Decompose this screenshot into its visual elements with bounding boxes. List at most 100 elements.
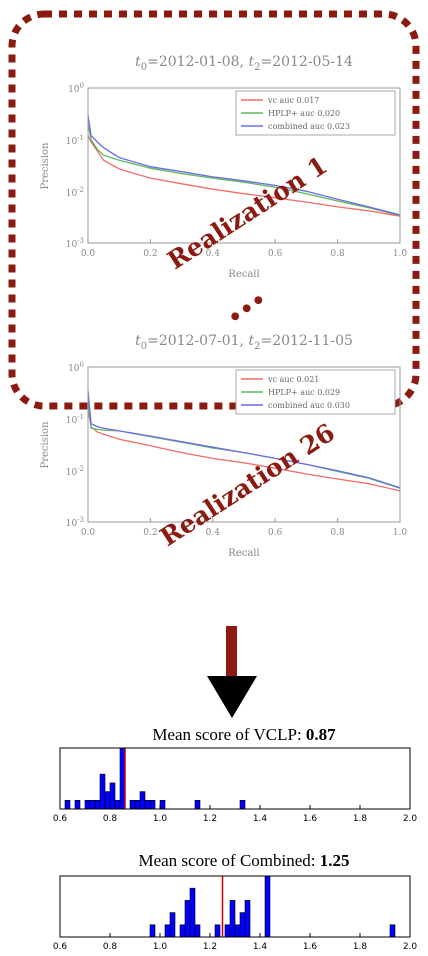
histogram-bar	[234, 924, 241, 938]
histogram-bar	[99, 773, 106, 810]
chart-2-xtick-label: 0.8	[330, 528, 345, 538]
chart-2-xtick-label: 0.4	[206, 528, 221, 538]
histogram-bar	[144, 799, 151, 810]
histogram-combined: Mean score of Combined: 1.25 0.6 0.8 1.0 1.…	[53, 851, 418, 952]
histogram-1-xtick-label: 0.6	[53, 814, 68, 824]
chart-2-title: t0=2012-07-01, t2=2012-11-05	[135, 333, 353, 352]
chart-1-plot-area	[87, 87, 401, 244]
histogram-bar	[74, 799, 81, 810]
histogram-2-xtick-label: 1.0	[153, 942, 168, 952]
histogram-bar	[239, 912, 246, 938]
chart-2-xtick-label: 0.6	[268, 528, 283, 538]
histogram-bar	[214, 924, 221, 938]
histogram-bar	[104, 791, 111, 810]
histogram-2-xtick-label: 1.6	[303, 942, 318, 952]
histogram-bar	[109, 782, 116, 810]
realization-1-label: Realization 1	[162, 151, 332, 276]
histogram-bar	[189, 887, 196, 938]
chart-2-ytick: 100	[68, 361, 84, 374]
series-line-vc	[87, 135, 401, 217]
legend-label: HPLP+ auc 0.020	[268, 109, 340, 118]
histogram-bar	[159, 799, 166, 810]
legend-label: vc auc 0.021	[267, 375, 319, 384]
legend-label: vc auc 0.017	[267, 96, 319, 105]
histogram-2-xtick-label: 1.8	[353, 942, 368, 952]
chart-1-ylabel: Precision	[40, 142, 51, 190]
down-arrow-icon	[207, 626, 257, 718]
chart-2-legend: vc auc 0.021 HPLP+ auc 0.029 combined au…	[235, 369, 396, 415]
histogram-bar	[149, 799, 156, 810]
histogram-bar	[94, 799, 101, 810]
histogram-bar	[89, 799, 96, 810]
chart-2-xtick-label: 1.0	[393, 528, 408, 538]
histogram-bar	[64, 799, 71, 810]
chart-2-xlabel: Recall	[228, 548, 259, 559]
series-line-vc	[87, 409, 401, 492]
chart-1-xtick-label: 0.2	[143, 249, 157, 259]
series-line-combined	[87, 114, 401, 216]
histogram-bar	[194, 924, 201, 938]
histogram-bar	[229, 900, 236, 938]
histogram-bar	[84, 799, 91, 810]
chart-2-ytick: 10-3	[66, 516, 84, 529]
chart-1-ytick: 100	[68, 82, 84, 95]
histogram-bar	[169, 912, 176, 938]
histogram-bar	[264, 875, 271, 938]
histogram-1-xtick-label: 1.8	[353, 814, 368, 824]
histogram-2-xtick-label: 1.2	[203, 942, 217, 952]
histogram-2-x-ticks: 0.6 0.8 1.0 1.2 1.4 1.6 1.8 2.0	[53, 933, 418, 952]
histogram-2-xtick-label: 0.8	[103, 942, 118, 952]
chart-1-ytick: 10-2	[66, 186, 84, 199]
pr-chart-realization-26: t0=2012-07-01, t2=2012-11-05 100 10-1 10…	[40, 333, 407, 559]
realization-26-label: Realization 26	[155, 418, 340, 552]
chart-2-ytick: 10-2	[66, 465, 84, 478]
chart-2-y-ticks: 100 10-1 10-2 10-3	[66, 361, 84, 529]
histogram-2-xtick-label: 1.4	[253, 942, 268, 952]
histogram-1-x-ticks: 0.6 0.8 1.0 1.2 1.4 1.6 1.8 2.0	[53, 805, 417, 824]
histogram-bar	[389, 924, 396, 938]
histogram-1-xtick-label: 0.8	[103, 814, 118, 824]
chart-1-y-ticks: 100 10-1 10-2 10-3	[66, 82, 84, 250]
histogram-1-xtick-label: 1.4	[253, 814, 268, 824]
chart-1-ytick: 10-1	[66, 134, 84, 147]
histogram-bar	[164, 924, 171, 938]
chart-2-xtick-label: 0.0	[81, 528, 96, 538]
histogram-1-frame	[59, 747, 411, 810]
chart-1-ytick: 10-3	[66, 237, 84, 250]
chart-2-ytick: 10-1	[66, 413, 84, 426]
chart-1-xtick-label: 0.4	[206, 249, 221, 259]
chart-1-legend: vc auc 0.017 HPLP+ auc 0.020 combined au…	[235, 90, 396, 136]
histogram-bar	[139, 791, 146, 810]
legend-label: combined auc 0.030	[268, 401, 350, 410]
series-line-hplp	[87, 123, 401, 217]
pr-chart-realization-1: t0=2012-01-08, t2=2012-05-14 100 10-1 10…	[40, 54, 407, 280]
histogram-2-frame	[59, 875, 411, 938]
chart-1-xtick-label: 0.6	[268, 249, 283, 259]
chart-1-xtick-label: 0.8	[330, 249, 345, 259]
histogram-bar	[114, 799, 121, 810]
histogram-2-xtick-label: 0.6	[53, 942, 68, 952]
chart-2-ylabel: Precision	[40, 421, 51, 469]
histogram-bar	[149, 924, 156, 938]
histogram-bar	[179, 924, 186, 938]
chart-1-xtick-label: 0.0	[81, 249, 96, 259]
chart-1-title: t0=2012-01-08, t2=2012-05-14	[135, 54, 353, 73]
legend-label: combined auc 0.023	[268, 122, 350, 131]
histogram-bar	[134, 799, 141, 810]
histogram-bar	[224, 924, 231, 938]
histogram-vclp: Mean score of VCLP: 0.87 0.6 0.8 1.0 1.2 1.4…	[53, 725, 418, 824]
histogram-1-xtick-label: 1.2	[203, 814, 217, 824]
ellipsis-dots: •••	[223, 287, 272, 332]
histogram-bar	[184, 900, 191, 938]
histogram-2-xtick-label: 2.0	[403, 942, 418, 952]
chart-2-xtick-label: 0.2	[143, 528, 157, 538]
realizations-frame	[8, 10, 420, 410]
histogram-1-title: Mean score of VCLP: 0.87	[152, 725, 336, 744]
histogram-2-title: Mean score of Combined: 1.25	[138, 851, 349, 870]
series-line-combined	[87, 390, 401, 489]
histogram-1-xtick-label: 1.6	[303, 814, 318, 824]
chart-2-x-ticks: 0.0 0.2 0.4 0.6 0.8 1.0	[81, 518, 408, 538]
histogram-bar	[129, 799, 136, 810]
chart-1-xlabel: Recall	[228, 269, 259, 280]
